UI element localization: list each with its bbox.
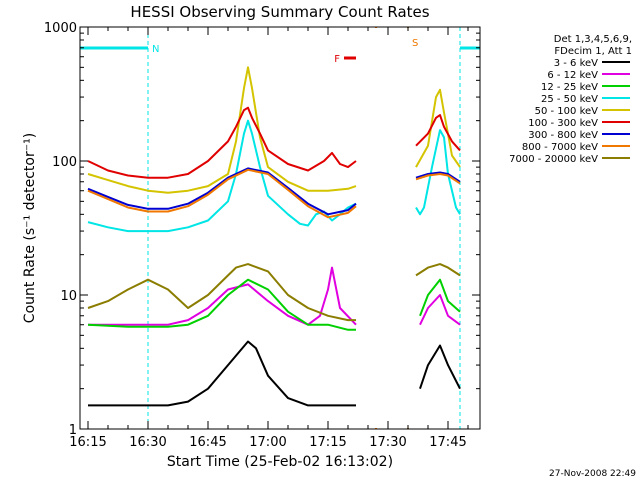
legend-label-1: 6 - 12 keV [547, 70, 598, 81]
chart-title: HESSI Observing Summary Count Rates [130, 3, 429, 21]
series-line-4-seg-0 [87, 66, 357, 194]
legend-label-6: 300 - 800 keV [528, 130, 598, 141]
x-tick-label-2: 16:45 [189, 435, 226, 450]
series-line-7-seg-0 [87, 168, 357, 219]
data-gap-0 [356, 28, 412, 428]
x-tick-label-6: 17:45 [429, 435, 466, 450]
y-tick-label-2: 100 [52, 155, 77, 170]
legend-header-0: Det 1,3,4,5,6,9, [554, 34, 632, 45]
series-line-2-seg-0 [87, 278, 356, 331]
legend-label-8: 7000 - 20000 keV [509, 154, 598, 165]
series-line-6-seg-0 [87, 167, 357, 216]
y-tick-label-1: 10 [60, 289, 77, 304]
x-axis-label: Start Time (25-Feb-02 16:13:02) [167, 454, 393, 470]
series-line-0-seg-1 [419, 344, 461, 390]
flag-bars: N F S [80, 27, 480, 429]
series-line-8-seg-1 [415, 263, 461, 277]
series-line-4-seg-1 [415, 88, 461, 168]
legend-label-2: 12 - 25 keV [541, 82, 598, 93]
y-tick-label-3: 1000 [44, 21, 77, 36]
series-line-1-seg-0 [88, 266, 357, 326]
series-line-8-seg-0 [87, 263, 356, 322]
timestamp: 27-Nov-2008 22:49 [549, 469, 636, 479]
legend: Det 1,3,4,5,6,9,FDecim 1, Att 13 - 6 keV… [509, 34, 632, 165]
x-tick-label-0: 16:15 [69, 435, 106, 450]
legend-label-0: 3 - 6 keV [554, 58, 598, 69]
axis-ticks: 16:15 16:30 16:45 17:00 17:15 17:30 17:45 1 10 10… [44, 21, 480, 450]
series-line-3-seg-1 [415, 129, 461, 216]
legend-label-5: 100 - 300 keV [528, 118, 598, 129]
flag-S-label: S [412, 38, 418, 49]
data-gaps [356, 28, 412, 428]
series-line-2-seg-1 [419, 278, 461, 317]
x-tick-label-1: 16:30 [129, 435, 166, 450]
flag-F-label: F [334, 54, 340, 65]
series-line-7-seg-1 [415, 173, 461, 185]
legend-label-7: 800 - 7000 keV [522, 142, 598, 153]
x-tick-label-3: 17:00 [249, 435, 286, 450]
series-lines [87, 66, 461, 407]
legend-label-3: 25 - 50 keV [541, 94, 598, 105]
series-line-0-seg-0 [88, 340, 356, 407]
series-line-5-seg-1 [415, 114, 461, 152]
legend-label-4: 50 - 100 keV [535, 106, 599, 117]
series-line-5-seg-0 [87, 106, 357, 179]
plot-frame [79, 26, 481, 430]
series-line-6-seg-1 [415, 171, 461, 183]
legend-header-1: FDecim 1, Att 1 [554, 46, 632, 57]
series-line-1-seg-1 [419, 294, 461, 326]
flag-N-label: N [152, 44, 159, 55]
y-tick-label-0: 1 [69, 423, 77, 438]
y-axis-label: Count Rate (s⁻¹ detector⁻¹) [22, 133, 38, 323]
x-tick-label-5: 17:30 [369, 435, 406, 450]
x-tick-label-4: 17:15 [309, 435, 346, 450]
